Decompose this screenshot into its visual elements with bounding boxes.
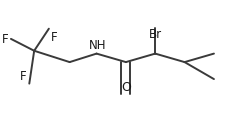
- Text: F: F: [2, 33, 9, 46]
- Text: Br: Br: [149, 28, 162, 41]
- Text: F: F: [20, 70, 27, 83]
- Text: F: F: [51, 31, 58, 43]
- Text: O: O: [121, 80, 131, 93]
- Text: NH: NH: [89, 39, 107, 52]
